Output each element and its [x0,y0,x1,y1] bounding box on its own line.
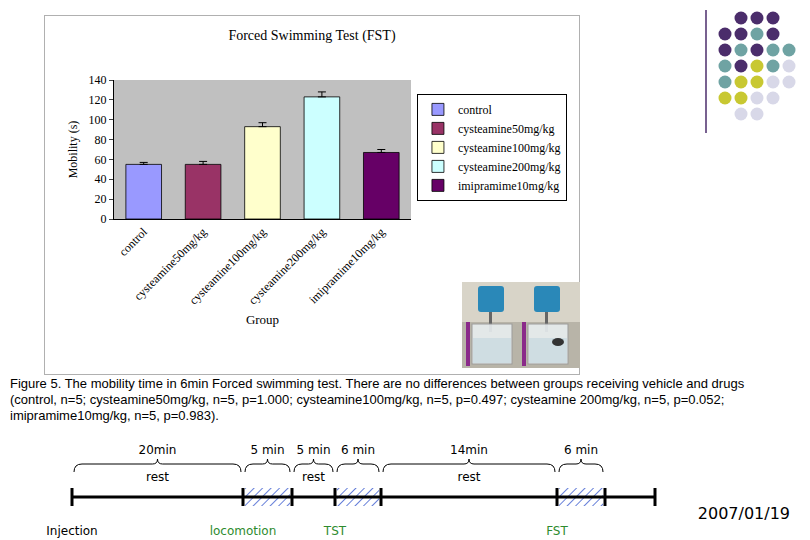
html-text:Figure 5. The mobility time in: Figure 5. The mobility time in 6min Forc… [10,376,745,423]
svg-text:control: control [458,103,493,117]
svg-text:cysteamine100mg/kg: cysteamine100mg/kg [458,141,561,155]
svg-text:20: 20 [95,192,107,206]
svg-text:rest: rest [302,470,325,484]
svg-text:5 min: 5 min [296,443,330,457]
svg-text:100: 100 [89,113,107,127]
svg-text:imipramime10mg/kg: imipramime10mg/kg [458,179,559,193]
svg-text:5 min: 5 min [250,443,284,457]
svg-text:Group: Group [246,312,279,327]
svg-text:TST: TST [323,524,347,538]
svg-text:rest: rest [457,470,480,484]
svg-text:cysteamine200mg/kg: cysteamine200mg/kg [458,160,561,174]
svg-text:rest: rest [146,470,169,484]
svg-text:14min: 14min [450,443,488,457]
svg-text:cysteamine50mg/kg: cysteamine50mg/kg [458,122,555,136]
svg-text:locomotion: locomotion [210,524,277,538]
svg-text:20min: 20min [139,443,177,457]
svg-text:2007/01/19: 2007/01/19 [698,504,790,523]
svg-text:6 min: 6 min [564,443,598,457]
svg-text:60: 60 [95,153,107,167]
svg-text:80: 80 [95,133,107,147]
svg-text:Mobility (s): Mobility (s) [66,121,80,179]
svg-text:6 min: 6 min [341,443,375,457]
svg-text:0: 0 [101,212,107,226]
svg-text:imipramime10mg/kg: imipramime10mg/kg [306,225,388,307]
svg-text:control: control [116,224,150,258]
svg-text:Injection: Injection [46,524,97,538]
svg-text:Forced Swimming Test (FST): Forced Swimming Test (FST) [228,28,395,44]
svg-text:140: 140 [89,73,107,87]
svg-text:cysteamine50mg/kg: cysteamine50mg/kg [131,225,209,303]
svg-text:120: 120 [89,93,107,107]
svg-text:cysteamine200mg/kg: cysteamine200mg/kg [246,225,328,307]
svg-text:FST: FST [546,524,568,538]
svg-text:cysteamine100mg/kg: cysteamine100mg/kg [186,225,268,307]
svg-text:40: 40 [95,172,107,186]
